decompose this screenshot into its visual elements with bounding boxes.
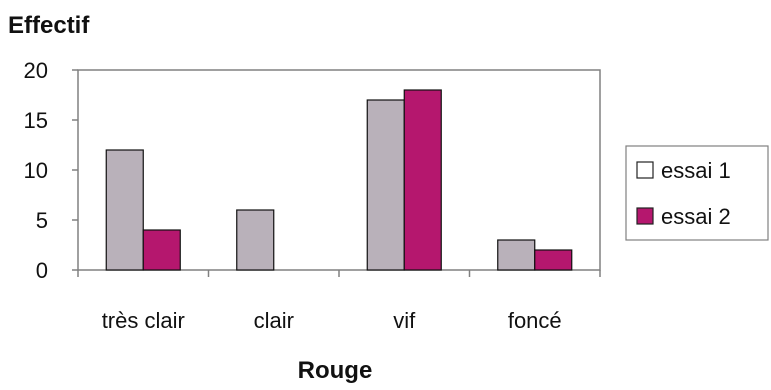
y-axis-title: Effectif bbox=[8, 12, 90, 39]
x-tick-label: très clair bbox=[102, 308, 185, 333]
bar-essai-1-3 bbox=[497, 239, 536, 271]
bars bbox=[105, 89, 573, 271]
bar-essai-1-0 bbox=[105, 149, 144, 271]
x-tick-label: clair bbox=[254, 308, 294, 333]
x-tick-label: foncé bbox=[508, 308, 562, 333]
bar-essai-1-1 bbox=[236, 209, 275, 271]
legend: essai 1 essai 2 bbox=[625, 145, 769, 241]
bar-essai-2-3 bbox=[534, 249, 573, 271]
y-tick-label: 0 bbox=[36, 258, 48, 283]
legend-label-essai-1: essai 1 bbox=[661, 158, 731, 183]
legend-swatch-essai-2 bbox=[636, 207, 654, 225]
y-tick-label: 20 bbox=[24, 58, 48, 83]
y-tick-label: 10 bbox=[24, 158, 48, 183]
bar-essai-2-2 bbox=[403, 89, 442, 271]
legend-label-essai-2: essai 2 bbox=[661, 204, 731, 229]
y-tick-label: 5 bbox=[36, 208, 48, 233]
bar-essai-1-2 bbox=[366, 99, 405, 271]
legend-swatch-essai-1 bbox=[636, 161, 654, 179]
x-tick-label: vif bbox=[393, 308, 416, 333]
y-tick-label: 15 bbox=[24, 108, 48, 133]
bar-essai-2-0 bbox=[142, 229, 181, 271]
axis-ticks: 0 5 10 15 20 très clair clair vif foncé bbox=[24, 58, 601, 333]
x-axis-title: Rouge bbox=[298, 357, 373, 384]
